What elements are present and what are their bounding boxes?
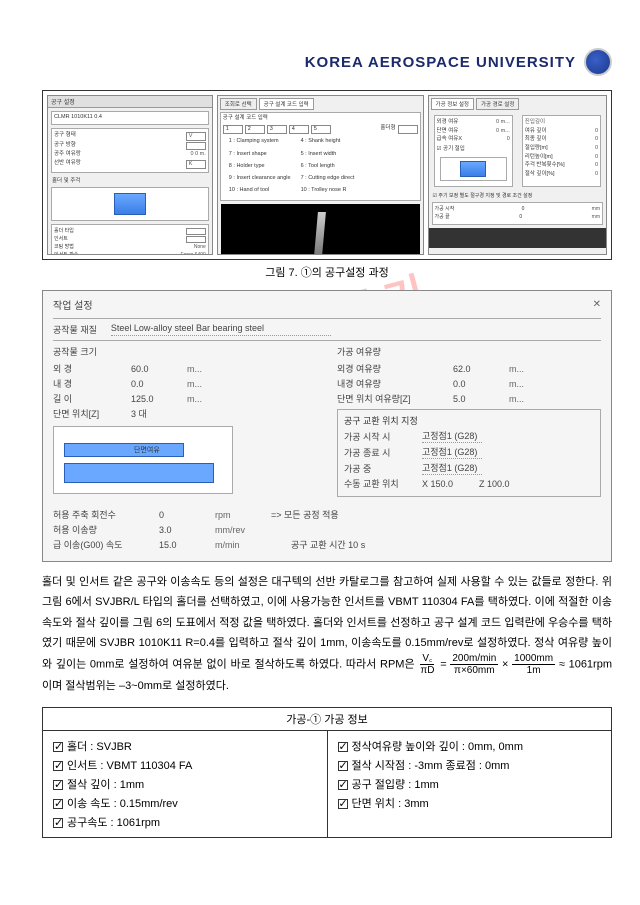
- university-name: KOREA AEROSPACE UNIVERSITY: [305, 54, 576, 71]
- body-paragraph: 홀더 및 인서트 같은 공구와 이송속도 등의 설정은 대구텍의 선반 카탈로그…: [42, 572, 612, 697]
- check-icon: [338, 799, 348, 809]
- tool-code-panel: 조회로 선택 공구 설계 코드 입력 공구 설계 코드 입력 12345 홀더형…: [217, 95, 424, 255]
- check-icon: [53, 742, 63, 752]
- check-icon: [338, 742, 348, 752]
- info-table-header: 가공-① 가공 정보: [43, 708, 611, 731]
- tool-type-label: 홀더형: [380, 125, 395, 135]
- holder-code: CLMR 1010K11 0.4: [54, 114, 102, 120]
- tool-group-label: 홀더 및 주걱: [52, 176, 208, 184]
- material-label: 공작물 재질: [53, 323, 97, 336]
- dir-dropdown[interactable]: [186, 142, 206, 150]
- tool-settings-panel: 공구 설정 CLMR 1010K11 0.4 공구 형태 V 공구 방향 공주 여…: [47, 95, 213, 255]
- check-icon: [338, 780, 348, 790]
- holder-code-box: CLMR 1010K11 0.4: [51, 111, 209, 125]
- val: 0 0 m.: [191, 151, 206, 159]
- figure-7: 공구 설정 CLMR 1010K11 0.4 공구 형태 V 공구 방향 공주 여…: [42, 90, 612, 260]
- check-icon: [53, 818, 63, 828]
- tab-browse[interactable]: 조회로 선택: [220, 98, 257, 110]
- check-icon: [338, 761, 348, 771]
- lbl: 공구 형태: [54, 132, 76, 142]
- panel-footer: [429, 228, 606, 248]
- university-logo-icon: [584, 48, 612, 76]
- tab-path-settings[interactable]: 가공 경로 설정: [476, 98, 519, 110]
- check-icon: [53, 780, 63, 790]
- lbl: 공구 방향: [54, 142, 76, 150]
- lbl: 선반 여유랑: [54, 160, 81, 170]
- check-icon: [53, 761, 63, 771]
- tool-change-position-group: 공구 교환 위치 지정 가공 시작 시고정점1 (G28) 가공 종료 시고정점…: [337, 409, 601, 497]
- info-left-column: 홀더 : SVJBR 인서트 : VBMT 110304 FA 절삭 깊이 : …: [43, 731, 328, 837]
- section-label: 공구 설계 코드 입력: [223, 115, 418, 123]
- dialog-title: 작업 설정: [53, 297, 93, 312]
- allowance-section-label: 가공 여유량: [337, 345, 601, 358]
- machining-path-panel: 가공 정보 설정 가공 경로 설정 외경 여유0 m... 단면 여유0 m..…: [428, 95, 607, 255]
- tool-preview: [51, 187, 209, 221]
- tab-code-input[interactable]: 공구 설계 코드 입력: [259, 98, 314, 110]
- page-header: KOREA AEROSPACE UNIVERSITY: [42, 48, 612, 76]
- work-settings-dialog: 작업 설정 ✕ 공작물 재질 Steel Low-alloy steel Bar…: [42, 290, 612, 562]
- lbl: 공주 여유랑: [54, 151, 81, 159]
- close-icon[interactable]: ✕: [593, 299, 601, 310]
- val[interactable]: K: [186, 160, 206, 170]
- panel-title: 공구 설정: [48, 96, 212, 108]
- material-value: Steel Low-alloy steel Bar bearing steel: [111, 323, 331, 336]
- machining-info-table: 가공-① 가공 정보 홀더 : SVJBR 인서트 : VBMT 110304 …: [42, 707, 612, 838]
- tool-shape-dropdown[interactable]: V: [186, 132, 206, 142]
- check-icon: [53, 799, 63, 809]
- size-section-label: 공작물 크기: [53, 345, 317, 358]
- info-right-column: 정삭여유량 높이와 깊이 : 0mm, 0mm 절삭 시작점 : -3mm 종료…: [328, 731, 612, 837]
- tab-machining-info[interactable]: 가공 정보 설정: [431, 98, 474, 110]
- figure-7-caption: 그림 7. ①의 공구설정 과정: [42, 264, 612, 280]
- tool-3d-preview: [221, 204, 420, 255]
- workpiece-preview: 단면여유: [53, 426, 233, 494]
